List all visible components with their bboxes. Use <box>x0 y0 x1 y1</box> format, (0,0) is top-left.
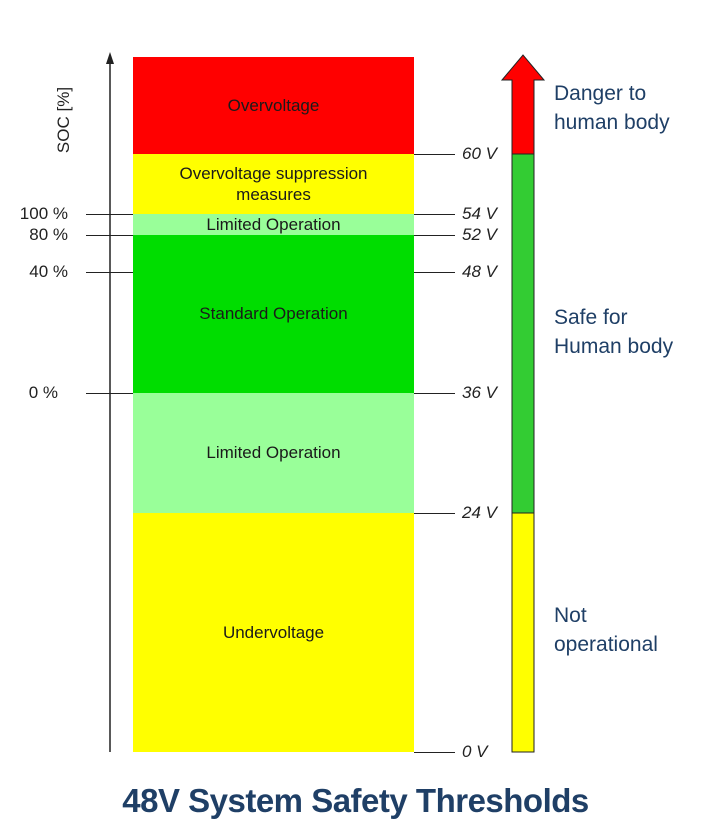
zone-overvoltage: Overvoltage <box>133 57 414 154</box>
soc-label: 80 % <box>29 225 68 244</box>
zone-limited-operation: Limited Operation <box>133 393 414 513</box>
voltage-line <box>414 235 455 236</box>
voltage-label: 52 V <box>462 225 497 244</box>
voltage-label: 24 V <box>462 503 497 522</box>
soc-tick <box>86 272 133 273</box>
voltage-line <box>414 154 455 155</box>
soc-tick <box>86 393 133 394</box>
side-label-not-operational-line2: operational <box>554 632 658 656</box>
zone-label: Limited Operation <box>206 443 341 463</box>
voltage-label: 0 V <box>462 742 488 761</box>
voltage-line <box>414 752 455 753</box>
zone-label: Limited Operation <box>206 214 341 234</box>
side-label-safe: Safe for Human body <box>554 304 673 362</box>
zone-overvoltage-suppression-measures: Overvoltage suppression measures <box>133 154 414 214</box>
voltage-line <box>414 393 455 394</box>
side-label-danger-line1: Danger to <box>554 82 647 105</box>
soc-label: 40 % <box>29 262 68 281</box>
voltage-line <box>414 272 455 273</box>
soc-label: 0 % <box>28 383 58 402</box>
voltage-line <box>414 214 455 215</box>
side-label-danger-line2: human body <box>554 110 670 134</box>
zone-label: Undervoltage <box>222 622 325 642</box>
diagram-title: 48V System Safety Thresholds <box>122 782 589 819</box>
zone-label: Standard Operation <box>199 304 348 324</box>
zone-label: Overvoltage suppression measures <box>179 163 368 204</box>
voltage-line <box>414 513 455 514</box>
side-label-safe-line1: Safe for <box>554 306 628 329</box>
voltage-label: 48 V <box>462 262 497 281</box>
zone-standard-operation: Standard Operation <box>133 235 414 393</box>
zone-limited-operation: Limited Operation <box>133 214 414 235</box>
voltage-label: 60 V <box>462 144 497 163</box>
zone-undervoltage: Undervoltage <box>133 513 414 752</box>
soc-label: 100 % <box>19 204 68 223</box>
side-label-not-operational: Not operational <box>554 602 658 660</box>
zone-label: Overvoltage <box>227 95 320 115</box>
side-label-not-operational-line1: Not <box>554 604 587 627</box>
side-label-safe-line2: Human body <box>554 334 674 358</box>
soc-tick <box>86 235 133 236</box>
safety-bar-segment <box>511 153 535 514</box>
voltage-label: 36 V <box>462 383 497 402</box>
voltage-label: 54 V <box>462 204 497 223</box>
side-label-danger: Danger to human body <box>554 80 670 138</box>
safety-bar-segment <box>511 512 535 753</box>
safety-bar-danger-arrow <box>500 54 546 155</box>
soc-tick <box>86 214 133 215</box>
